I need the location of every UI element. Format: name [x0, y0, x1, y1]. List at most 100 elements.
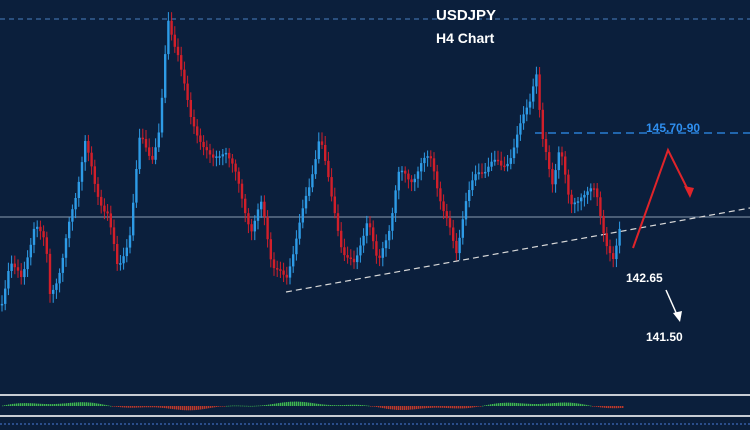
oscillator-bar: [112, 406, 114, 407]
oscillator-bar: [124, 406, 126, 408]
oscillator-bar: [510, 402, 512, 406]
candle-body: [170, 20, 173, 35]
oscillator-bar: [446, 406, 448, 408]
oscillator-bar: [158, 406, 160, 408]
oscillator-bar: [324, 404, 326, 406]
candle-body: [221, 154, 224, 157]
oscillator-bar: [574, 403, 576, 406]
oscillator-bar: [504, 402, 506, 406]
candle-body: [173, 34, 176, 47]
oscillator-bar: [532, 404, 534, 406]
candle-body: [461, 219, 464, 238]
oscillator-bar: [326, 404, 328, 406]
oscillator-bar: [430, 406, 432, 408]
oscillator-bar: [220, 406, 222, 407]
oscillator-bar: [590, 405, 592, 407]
candle-body: [298, 222, 301, 239]
candle-body: [391, 213, 394, 231]
oscillator-bar: [328, 404, 330, 406]
candle-body: [23, 269, 26, 278]
candle-body: [493, 159, 496, 162]
oscillator-bar: [234, 405, 236, 407]
candle-body: [176, 46, 180, 56]
oscillator-bar: [258, 405, 260, 407]
candle-body: [522, 114, 525, 124]
oscillator-bar: [580, 403, 582, 406]
candle-body: [87, 141, 90, 153]
candle-body: [151, 155, 154, 160]
oscillator-bar: [334, 405, 336, 406]
candle-body: [42, 231, 45, 238]
candle-body: [301, 208, 304, 223]
oscillator-bar: [174, 406, 176, 410]
oscillator-bar: [610, 406, 612, 409]
candle-body: [432, 158, 436, 172]
oscillator-bar: [194, 406, 196, 411]
oscillator-bar: [280, 402, 282, 406]
chart-title: USDJPY: [436, 7, 496, 24]
oscillator-bar: [432, 406, 434, 408]
candle-body: [234, 163, 237, 172]
oscillator-bar: [598, 406, 600, 408]
candle-body: [119, 263, 122, 265]
oscillator-bar: [250, 405, 252, 407]
oscillator-bar: [366, 405, 368, 407]
candle-body: [516, 134, 519, 148]
oscillator-bar: [98, 403, 100, 406]
oscillator-bar: [564, 402, 566, 406]
oscillator-bar: [402, 406, 404, 410]
oscillator-bar: [146, 406, 148, 408]
candle-body: [58, 272, 61, 284]
candle-body: [608, 246, 612, 254]
oscillator-bar: [346, 404, 348, 406]
oscillator-bar: [460, 406, 462, 409]
candle-body: [256, 209, 260, 221]
oscillator-bar: [516, 403, 518, 406]
oscillator-bar: [40, 403, 42, 406]
oscillator-bar: [490, 404, 492, 406]
candle-body: [164, 54, 167, 98]
candle-body: [500, 160, 503, 166]
candle-body: [212, 154, 215, 158]
oscillator-bar: [196, 406, 198, 410]
candle-body: [96, 183, 100, 197]
oscillator-bar: [36, 403, 38, 406]
candle-body: [199, 135, 202, 142]
oscillator-bar: [210, 406, 212, 408]
candle-body: [224, 152, 228, 155]
oscillator-bar: [416, 406, 418, 410]
candle-body: [378, 255, 381, 258]
candle-body: [458, 237, 461, 254]
oscillator-bar: [572, 402, 574, 406]
candle-body: [512, 147, 516, 159]
candle-body: [228, 152, 231, 159]
candle-body: [311, 174, 314, 188]
oscillator-bar: [164, 406, 166, 409]
candle-body: [560, 152, 564, 157]
candle-body: [7, 271, 10, 289]
oscillator-bar: [130, 406, 132, 408]
candle-body: [506, 163, 509, 167]
candle-body: [202, 141, 205, 148]
candle-body: [247, 213, 250, 225]
support-trendline: [285, 207, 750, 293]
oscillator-bar: [466, 406, 468, 409]
oscillator-bar: [308, 402, 310, 406]
candle-body: [583, 194, 586, 198]
oscillator-bar: [284, 402, 286, 406]
candle-body: [4, 288, 7, 304]
candle-body: [295, 238, 298, 255]
oscillator-bar: [406, 406, 408, 410]
candle-body: [122, 256, 125, 264]
oscillator-bar: [606, 406, 608, 408]
candle-body: [503, 165, 506, 168]
oscillator-bar: [352, 404, 354, 406]
oscillator-bar: [496, 403, 498, 406]
candle-body: [13, 263, 16, 268]
oscillator-bar: [310, 402, 312, 406]
resistance-label: 145.70-90: [646, 121, 700, 135]
oscillator-bar: [10, 404, 12, 406]
candle-body: [554, 170, 557, 185]
oscillator-bar: [132, 406, 134, 408]
oscillator-bar: [494, 403, 496, 406]
